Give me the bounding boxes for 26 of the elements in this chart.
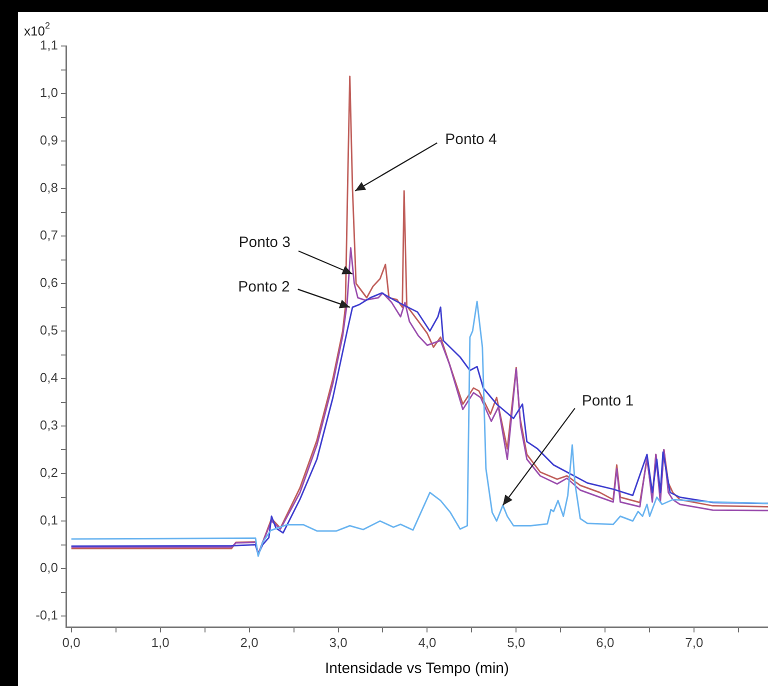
y-tick-label: 1,1 xyxy=(40,38,58,53)
x-tick-label: 3,0 xyxy=(329,634,348,650)
y-tick-label: 0,5 xyxy=(40,322,58,338)
y-tick-label: 0,2 xyxy=(40,465,58,480)
x-tick-label: 6,0 xyxy=(596,634,614,650)
annotation: Ponto 2 xyxy=(238,278,290,296)
y-tick-label: 1,0 xyxy=(40,85,58,100)
y-tick-label: 0,4 xyxy=(40,370,58,386)
y-tick-label: 0,0 xyxy=(40,560,58,576)
x-tick-label: 5,0 xyxy=(507,634,526,650)
x-axis-title: Intensidade vs Tempo (min) xyxy=(325,660,509,678)
annotation: Ponto 4 xyxy=(445,131,497,148)
y-tick-label: 0,7 xyxy=(40,228,58,243)
x-tick-label: 0,0 xyxy=(62,634,80,650)
x-tick-label: 7,0 xyxy=(685,634,704,650)
y-tick-label: 0,3 xyxy=(40,418,58,433)
x-tick-label: 1,0 xyxy=(151,634,170,650)
y-tick-label: -0,1 xyxy=(36,608,58,623)
x-tick-label: 4,0 xyxy=(418,634,436,650)
x-tick-label: 2,0 xyxy=(240,634,258,650)
annotation: Ponto 1 xyxy=(582,392,634,410)
annotation: Ponto 3 xyxy=(238,234,290,252)
y-tick-label: 0,6 xyxy=(40,275,58,290)
y-tick-label: 0,1 xyxy=(40,512,58,528)
y-tick-label: 0,8 xyxy=(40,180,58,196)
y-tick-label: 0,9 xyxy=(40,132,58,148)
